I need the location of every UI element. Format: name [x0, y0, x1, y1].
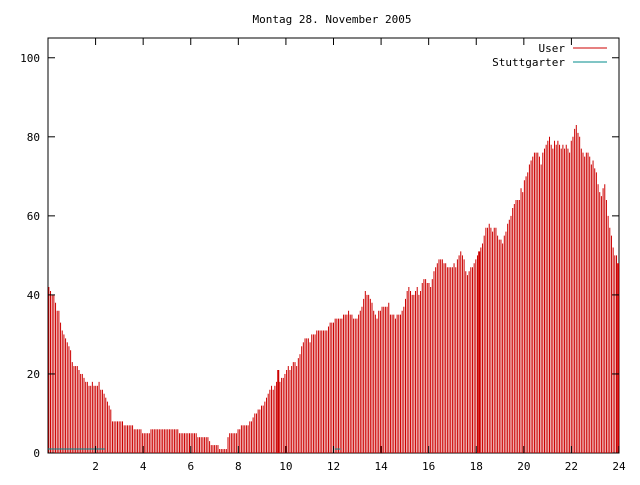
- y-tick-label: 100: [20, 52, 40, 65]
- x-tick-label: 2: [92, 460, 99, 473]
- x-tick-label: 4: [140, 460, 147, 473]
- y-tick-label: 20: [27, 368, 40, 381]
- y-tick-label: 40: [27, 289, 40, 302]
- x-tick-label: 18: [470, 460, 483, 473]
- y-tick-label: 80: [27, 131, 40, 144]
- y-tick-label: 0: [33, 447, 40, 460]
- x-tick-label: 12: [327, 460, 340, 473]
- legend-label-user: User: [539, 42, 566, 55]
- x-tick-label: 6: [187, 460, 194, 473]
- x-tick-label: 10: [279, 460, 292, 473]
- legend: User Stuttgarter: [492, 42, 607, 69]
- x-tick-label: 16: [422, 460, 435, 473]
- legend-label-stuttgarter: Stuttgarter: [492, 56, 565, 69]
- x-tick-label: 8: [235, 460, 242, 473]
- y-tick-label: 60: [27, 210, 40, 223]
- bars-layer: [48, 124, 620, 453]
- x-tick-label: 24: [612, 460, 626, 473]
- x-tick-label: 14: [374, 460, 388, 473]
- x-tick-label: 20: [517, 460, 530, 473]
- chart-title: Montag 28. November 2005: [253, 13, 412, 26]
- x-tick-label: 22: [565, 460, 578, 473]
